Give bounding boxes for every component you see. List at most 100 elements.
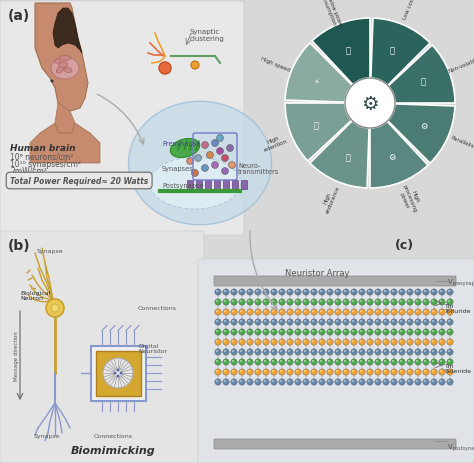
Circle shape	[247, 289, 253, 295]
Circle shape	[312, 350, 314, 352]
Circle shape	[319, 299, 325, 306]
Circle shape	[391, 319, 397, 325]
Circle shape	[327, 299, 333, 306]
Ellipse shape	[64, 69, 72, 74]
Circle shape	[383, 379, 389, 385]
Circle shape	[391, 339, 397, 345]
Circle shape	[400, 320, 402, 322]
Circle shape	[408, 380, 410, 382]
Circle shape	[384, 320, 386, 322]
Circle shape	[439, 369, 445, 375]
Circle shape	[328, 290, 330, 292]
Ellipse shape	[128, 102, 272, 225]
Circle shape	[264, 370, 266, 372]
Circle shape	[359, 289, 365, 295]
Circle shape	[431, 289, 437, 295]
Circle shape	[439, 379, 445, 385]
Circle shape	[320, 330, 322, 332]
Text: Tin
Telluride: Tin Telluride	[445, 303, 472, 314]
Circle shape	[447, 339, 453, 345]
Text: Synaptic
clustering: Synaptic clustering	[190, 29, 225, 43]
Circle shape	[239, 299, 245, 306]
Circle shape	[335, 369, 341, 375]
Circle shape	[248, 350, 250, 352]
Circle shape	[240, 370, 242, 372]
Circle shape	[232, 310, 234, 313]
Circle shape	[391, 369, 397, 375]
Circle shape	[280, 360, 282, 362]
Circle shape	[400, 310, 402, 313]
Circle shape	[407, 289, 413, 295]
Circle shape	[423, 299, 429, 306]
Circle shape	[335, 309, 341, 315]
Text: Low cost: Low cost	[402, 0, 416, 21]
Circle shape	[311, 369, 317, 375]
Circle shape	[432, 340, 434, 342]
Circle shape	[215, 309, 221, 315]
Circle shape	[295, 299, 301, 306]
Circle shape	[400, 330, 402, 332]
Circle shape	[399, 299, 405, 306]
Circle shape	[440, 370, 442, 372]
Circle shape	[272, 320, 274, 322]
Circle shape	[272, 380, 274, 382]
Circle shape	[255, 359, 261, 365]
FancyBboxPatch shape	[214, 439, 456, 449]
Circle shape	[440, 310, 442, 313]
Circle shape	[328, 310, 330, 313]
Circle shape	[312, 330, 314, 332]
Circle shape	[343, 329, 349, 336]
Circle shape	[416, 300, 418, 302]
Circle shape	[448, 340, 450, 342]
Circle shape	[359, 379, 365, 385]
Circle shape	[383, 339, 389, 345]
Circle shape	[287, 319, 293, 325]
Circle shape	[343, 359, 349, 365]
Circle shape	[231, 349, 237, 356]
Circle shape	[320, 300, 322, 302]
Circle shape	[272, 310, 274, 313]
Circle shape	[368, 340, 370, 342]
Circle shape	[423, 329, 429, 336]
Circle shape	[223, 339, 229, 345]
Circle shape	[287, 369, 293, 375]
Circle shape	[376, 350, 378, 352]
Circle shape	[351, 379, 357, 385]
Circle shape	[376, 300, 378, 302]
Circle shape	[408, 300, 410, 302]
Circle shape	[288, 340, 290, 342]
FancyBboxPatch shape	[224, 181, 229, 190]
Circle shape	[376, 370, 378, 372]
Circle shape	[432, 350, 434, 352]
Circle shape	[368, 290, 370, 292]
Circle shape	[279, 339, 285, 345]
Circle shape	[247, 339, 253, 345]
FancyBboxPatch shape	[214, 276, 456, 287]
Circle shape	[431, 369, 437, 375]
Circle shape	[407, 299, 413, 306]
Circle shape	[384, 300, 386, 302]
Circle shape	[360, 360, 362, 362]
Circle shape	[407, 339, 413, 345]
Circle shape	[319, 289, 325, 295]
Circle shape	[295, 289, 301, 295]
Circle shape	[320, 290, 322, 292]
Circle shape	[215, 329, 221, 336]
Text: Postsynapse: Postsynapse	[162, 182, 204, 188]
Circle shape	[399, 369, 405, 375]
Circle shape	[272, 330, 274, 332]
Text: Presynapse: Presynapse	[162, 141, 200, 147]
Circle shape	[280, 320, 282, 322]
Circle shape	[255, 329, 261, 336]
Circle shape	[424, 290, 426, 292]
Text: Biomimicking: Biomimicking	[71, 445, 155, 455]
Circle shape	[263, 339, 269, 345]
Circle shape	[351, 309, 357, 315]
Circle shape	[295, 369, 301, 375]
Text: 10¹⁰ synapses/cm²: 10¹⁰ synapses/cm²	[10, 160, 81, 169]
Circle shape	[448, 320, 450, 322]
Circle shape	[239, 379, 245, 385]
Circle shape	[368, 310, 370, 313]
Circle shape	[247, 329, 253, 336]
Circle shape	[391, 329, 397, 336]
